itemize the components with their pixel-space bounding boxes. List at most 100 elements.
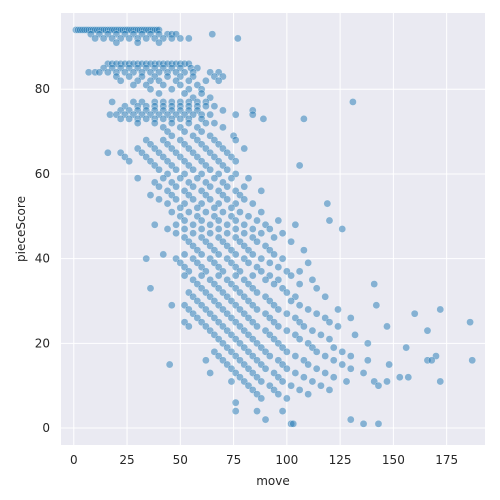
data-point bbox=[295, 280, 304, 288]
data-point bbox=[363, 339, 372, 348]
data-point bbox=[95, 68, 104, 77]
data-point bbox=[167, 301, 176, 310]
data-point bbox=[402, 343, 411, 352]
data-point bbox=[244, 174, 253, 183]
data-point bbox=[231, 407, 240, 415]
data-point bbox=[189, 229, 197, 238]
data-point bbox=[278, 377, 287, 386]
data-point bbox=[129, 81, 138, 89]
data-point bbox=[133, 174, 142, 183]
data-point bbox=[159, 174, 168, 183]
data-point bbox=[193, 203, 202, 212]
data-point bbox=[300, 115, 308, 123]
data-point bbox=[206, 369, 214, 377]
data-point bbox=[370, 280, 379, 288]
data-point bbox=[329, 343, 338, 352]
data-point bbox=[240, 195, 249, 204]
data-point bbox=[206, 220, 214, 229]
data-point bbox=[253, 216, 261, 225]
data-point bbox=[184, 208, 193, 216]
data-point bbox=[321, 292, 330, 301]
data-point bbox=[208, 30, 217, 39]
data-point bbox=[253, 322, 261, 331]
data-point bbox=[236, 208, 244, 216]
data-point bbox=[184, 34, 193, 43]
data-point bbox=[282, 309, 291, 318]
data-point bbox=[321, 369, 330, 377]
data-point bbox=[329, 356, 338, 365]
data-point bbox=[219, 208, 227, 216]
data-point bbox=[274, 390, 283, 399]
data-point bbox=[325, 335, 334, 343]
x-tick-labels: 0 25 50 75 100 125 150 175 bbox=[70, 453, 458, 467]
data-point bbox=[214, 225, 223, 233]
data-point bbox=[291, 220, 300, 229]
data-point bbox=[197, 89, 206, 98]
data-point bbox=[210, 119, 219, 127]
data-point bbox=[189, 165, 197, 174]
data-point bbox=[342, 377, 351, 386]
data-point bbox=[359, 369, 368, 377]
data-point bbox=[104, 148, 112, 157]
data-point bbox=[163, 72, 172, 81]
data-point bbox=[270, 280, 278, 288]
data-point bbox=[282, 364, 291, 373]
data-point bbox=[210, 102, 219, 111]
data-point bbox=[253, 305, 261, 314]
data-point bbox=[240, 229, 249, 238]
data-point bbox=[125, 34, 134, 43]
data-point bbox=[329, 373, 338, 382]
data-point bbox=[410, 309, 419, 318]
data-point bbox=[133, 38, 142, 47]
data-point bbox=[176, 34, 185, 43]
data-point bbox=[300, 246, 308, 255]
x-tick-label: 75 bbox=[226, 453, 241, 467]
data-point bbox=[346, 415, 355, 424]
data-point bbox=[189, 220, 197, 229]
data-point bbox=[346, 352, 355, 360]
data-point bbox=[146, 85, 155, 94]
data-point bbox=[214, 76, 223, 85]
data-point bbox=[257, 187, 266, 195]
data-point bbox=[436, 377, 445, 386]
data-point bbox=[133, 119, 142, 127]
data-point bbox=[287, 381, 295, 390]
data-point bbox=[176, 115, 185, 123]
data-point bbox=[240, 144, 249, 153]
data-point bbox=[349, 98, 357, 106]
data-point bbox=[104, 68, 112, 77]
x-tick-label: 150 bbox=[382, 453, 405, 467]
y-tick-label: 60 bbox=[35, 167, 50, 181]
data-point bbox=[282, 394, 291, 403]
data-point bbox=[274, 216, 283, 225]
data-point bbox=[202, 76, 210, 85]
data-point bbox=[206, 165, 214, 174]
data-point bbox=[184, 322, 193, 331]
data-point bbox=[282, 288, 291, 297]
data-point bbox=[172, 182, 180, 191]
data-point bbox=[466, 318, 474, 327]
data-point bbox=[223, 229, 232, 238]
data-point bbox=[155, 38, 163, 47]
x-tick-label: 175 bbox=[435, 453, 458, 467]
data-point bbox=[197, 225, 206, 233]
data-point bbox=[172, 165, 180, 174]
data-point bbox=[125, 115, 134, 123]
data-point bbox=[231, 136, 240, 144]
data-point bbox=[231, 157, 240, 166]
data-point bbox=[374, 419, 383, 428]
data-point bbox=[223, 182, 232, 191]
data-point bbox=[295, 301, 304, 310]
data-point bbox=[248, 225, 257, 233]
data-point bbox=[150, 220, 159, 229]
data-point bbox=[172, 229, 180, 238]
data-point bbox=[274, 305, 283, 314]
data-point bbox=[278, 407, 287, 415]
data-point bbox=[142, 254, 151, 263]
data-point bbox=[265, 259, 274, 267]
data-point bbox=[214, 271, 223, 280]
data-point bbox=[287, 297, 295, 305]
data-point bbox=[146, 191, 155, 199]
data-point bbox=[223, 220, 232, 229]
data-point bbox=[325, 386, 334, 394]
